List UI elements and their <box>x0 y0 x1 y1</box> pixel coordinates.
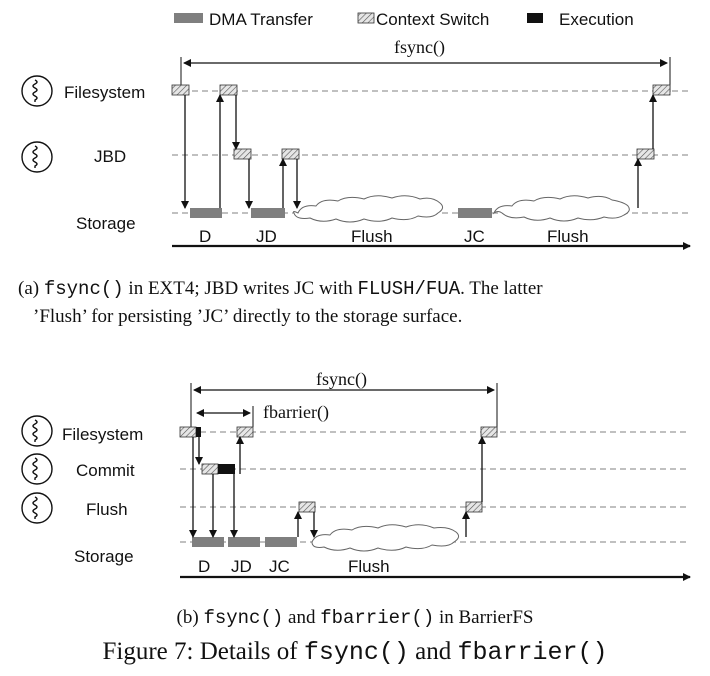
legend-ctx-swatch <box>357 12 375 24</box>
caption-a-code-fsync: fsync() <box>43 278 124 300</box>
timeline-label: D <box>199 227 211 246</box>
ctx-switch <box>219 84 238 96</box>
timeline-label: D <box>198 557 210 576</box>
timeline-label: JD <box>231 557 252 576</box>
caption-a-line1: (a) fsync() in EXT4; JBD writes JC with … <box>18 278 543 300</box>
dma-d <box>192 537 224 547</box>
diagram-b: fsync() fbarrier() Filesystem Commit Flu… <box>21 369 691 581</box>
legend-dma-label: DMA Transfer <box>209 10 313 29</box>
legend-exec-swatch <box>527 13 543 23</box>
thread-icon <box>21 415 53 447</box>
ctx-switch <box>236 426 254 438</box>
legend-exec-label: Execution <box>559 10 634 29</box>
diagram-a: fsync() Filesystem JBD Storage <box>21 37 691 250</box>
ctx-switch <box>171 84 190 96</box>
ctx-switch <box>652 84 671 96</box>
legend-dma-swatch <box>174 13 203 23</box>
row-label-flush: Flush <box>86 500 128 519</box>
row-label-filesystem: Filesystem <box>64 83 145 102</box>
span-label-b: fsync() <box>316 369 367 390</box>
caption-b-code-fbarrier: fbarrier() <box>320 607 435 629</box>
figure-caption-code-fbarrier: fbarrier() <box>457 638 608 667</box>
caption-a-line2: ’Flush’ for persisting ’JC’ directly to … <box>33 306 463 327</box>
figure-caption-code-fsync: fsync() <box>303 638 409 667</box>
row-label-filesystem: Filesystem <box>62 425 143 444</box>
dma-jd <box>228 537 260 547</box>
timeline-label: Flush <box>348 557 390 576</box>
figure-caption: Figure 7: Details of fsync() and fbarrie… <box>102 638 608 667</box>
dma-jc <box>265 537 297 547</box>
caption-a: (a) fsync() in EXT4; JBD writes JC with … <box>18 275 698 330</box>
timeline-label: JC <box>269 557 290 576</box>
span-label-a: fsync() <box>394 37 445 58</box>
ctx-switch <box>480 426 498 438</box>
flush-cloud <box>311 524 460 552</box>
ctx-switch <box>233 148 252 160</box>
dma-jc <box>458 208 492 218</box>
thread-icon <box>21 492 53 524</box>
ctx-switch <box>201 463 219 475</box>
row-label-jbd: JBD <box>94 147 126 166</box>
timeline-label: Flush <box>547 227 589 246</box>
ctx-switch <box>179 426 197 438</box>
legend: DMA Transfer Context Switch Execution <box>174 10 634 29</box>
dma-d <box>190 208 222 218</box>
execution-block <box>218 464 235 474</box>
row-label-storage: Storage <box>76 214 136 233</box>
flush-cloud <box>492 195 630 222</box>
timeline-label: JC <box>464 227 485 246</box>
ctx-switch <box>298 501 316 513</box>
dma-jd <box>251 208 285 218</box>
thread-icon <box>21 75 53 107</box>
caption-b: (b) fsync() and fbarrier() in BarrierFS <box>176 607 534 629</box>
ctx-switch <box>465 501 483 513</box>
ctx-switch <box>636 148 655 160</box>
execution-block <box>196 427 201 437</box>
ctx-switch <box>281 148 300 160</box>
caption-a-code-flushfua: FLUSH/FUA <box>357 278 461 300</box>
inner-span-label-b: fbarrier() <box>263 402 329 423</box>
caption-b-code-fsync: fsync() <box>203 607 284 629</box>
timeline-label: JD <box>256 227 277 246</box>
flush-cloud <box>293 195 444 223</box>
thread-icon <box>21 141 53 173</box>
row-label-storage: Storage <box>74 547 134 566</box>
thread-icon <box>21 453 53 485</box>
row-label-commit: Commit <box>76 461 135 480</box>
timeline-label: Flush <box>351 227 393 246</box>
legend-ctx-label: Context Switch <box>376 10 489 29</box>
